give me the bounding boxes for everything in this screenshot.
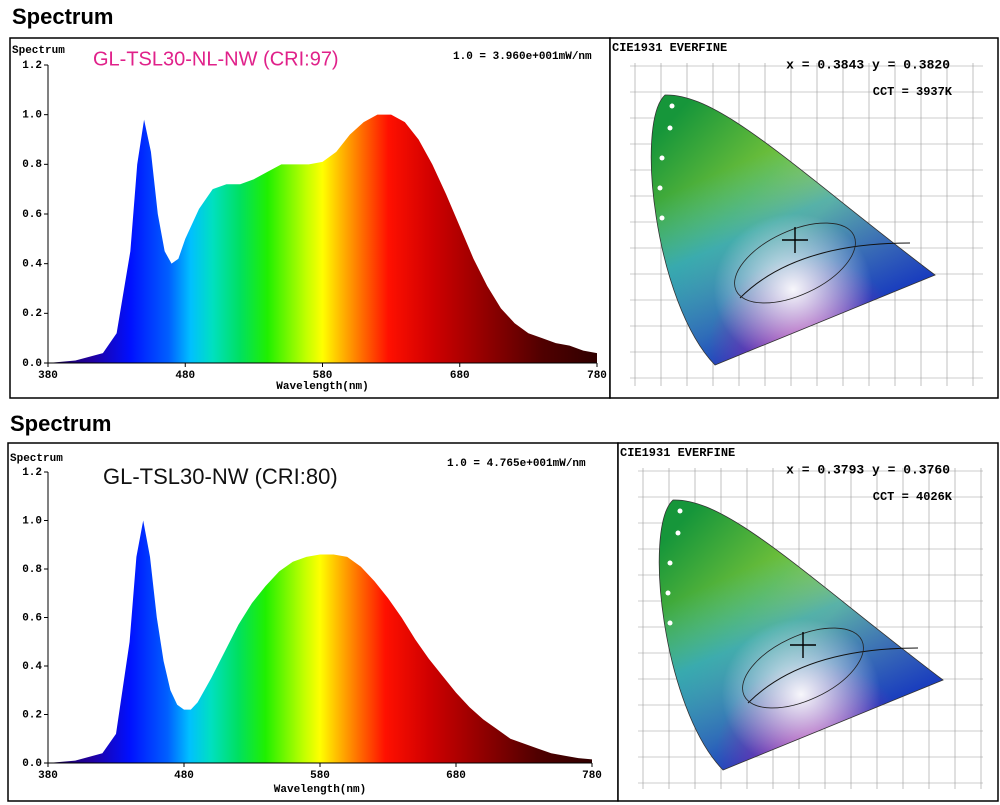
cie-dot [677,508,683,514]
x-tick-label: 480 [174,770,194,782]
y-axis-label: Spectrum [10,453,63,465]
y-tick-label: 0.4 [22,259,42,271]
section-heading: Spectrum [12,4,113,29]
cie-dot [657,185,663,191]
chart-title: GL-TSL30-NL-NW (CRI:97) [93,48,339,70]
cie-dot [659,215,665,221]
cie-gamut-outline [658,499,944,771]
cie-gamut [659,499,943,770]
cie-title: CIE1931 EVERFINE [612,41,727,55]
spectrum-area [48,114,597,364]
x-tick-label: 780 [587,370,607,382]
x-axis-label: Wavelength(nm) [274,784,366,796]
y-tick-label: 0.6 [22,209,42,221]
planckian-locus [747,647,919,704]
y-tick-label: 0.0 [22,758,42,770]
y-tick-label: 0.8 [22,564,42,576]
y-tick-label: 1.0 [22,515,42,527]
x-tick-label: 480 [175,370,195,382]
y-tick-label: 1.2 [22,60,42,72]
cie-cct: CCT = 4026K [873,490,953,504]
cie-diagram: CIE1931 EVERFINE x = 0.3843 y = 0.3820 CCT… [612,41,983,386]
annotation: 1.0 = 4.765e+001mW/nm [447,458,586,470]
x-tick-label: 680 [446,770,466,782]
y-tick-label: 0.2 [22,709,42,721]
cie-title: CIE1931 EVERFINE [620,446,735,460]
x-tick-label: 680 [450,370,470,382]
cie-dot [659,155,665,161]
cie-dot [667,125,673,131]
y-tick-label: 0.2 [22,308,42,320]
section-heading: Spectrum [10,411,111,436]
y-tick-label: 0.4 [22,661,42,673]
cie-coords: x = 0.3843 y = 0.3820 [786,57,950,72]
chart-title: GL-TSL30-NW (CRI:80) [103,464,338,489]
cie-gamut-outline [650,94,936,366]
cie-dot [669,103,675,109]
crosshair [782,227,808,253]
crosshair [790,632,816,658]
y-tick-label: 0.6 [22,612,42,624]
cie-diagram: CIE1931 EVERFINE x = 0.3793 y = 0.3760 CCT… [620,446,983,789]
cie-ellipse [734,222,856,304]
cie-dot [665,590,671,596]
x-tick-label: 580 [310,770,330,782]
cie-dot [667,560,673,566]
y-tick-label: 0.8 [22,159,42,171]
cie-gamut [651,94,935,365]
x-tick-label: 580 [313,370,333,382]
planckian-locus [739,242,911,299]
cie-coords: x = 0.3793 y = 0.3760 [786,462,950,477]
y-tick-label: 1.0 [22,110,42,122]
x-tick-label: 380 [38,770,58,782]
x-axis-label: Wavelength(nm) [276,381,368,393]
cie-cct: CCT = 3937K [873,85,953,99]
y-axis-label: Spectrum [12,45,65,57]
cie-ellipse [742,627,864,709]
y-tick-label: 1.2 [22,467,42,479]
x-tick-label: 780 [582,770,602,782]
x-tick-label: 380 [38,370,58,382]
y-tick-label: 0.0 [22,358,42,370]
cie-dot [675,530,681,536]
cie-dot [667,620,673,626]
spectrum-area [48,520,592,763]
annotation: 1.0 = 3.960e+001mW/nm [453,51,592,63]
